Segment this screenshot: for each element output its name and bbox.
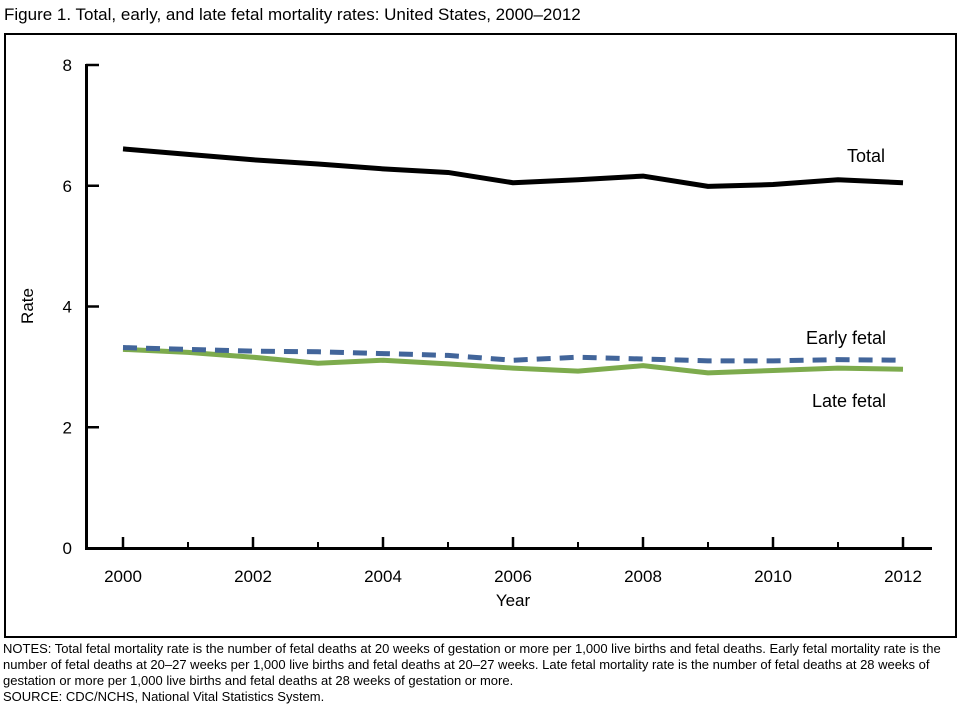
y-tick-label: 6 xyxy=(63,177,72,196)
y-axis-title: Rate xyxy=(18,288,37,324)
x-tick-label: 2002 xyxy=(234,567,272,586)
x-tick-label: 2008 xyxy=(624,567,662,586)
y-tick-label: 4 xyxy=(63,298,72,317)
x-tick-label: 2012 xyxy=(884,567,922,586)
x-axis-title: Year xyxy=(496,591,531,610)
total-series-label: Total xyxy=(847,146,885,166)
figure-notes: NOTES: Total fetal mortality rate is the… xyxy=(3,641,941,689)
x-axis-ticks xyxy=(121,537,905,548)
x-axis-tick-labels: 2000 2002 2004 2006 2008 2010 2012 xyxy=(104,567,922,586)
y-tick-label: 8 xyxy=(63,56,72,75)
y-axis-tick-labels: 0 2 4 6 8 xyxy=(63,56,72,558)
x-tick-label: 2006 xyxy=(494,567,532,586)
chart-border xyxy=(4,33,957,638)
x-tick-label: 2010 xyxy=(754,567,792,586)
late-fetal-line xyxy=(122,346,904,376)
figure-title: Figure 1. Total, early, and late fetal m… xyxy=(4,5,581,24)
y-tick-label: 2 xyxy=(63,418,72,437)
total-line xyxy=(122,146,904,189)
late-fetal-series-label: Late fetal xyxy=(812,391,886,411)
x-tick-label: 2000 xyxy=(104,567,142,586)
figure-source: SOURCE: CDC/NCHS, National Vital Statist… xyxy=(3,689,325,704)
early-fetal-series-label: Early fetal xyxy=(806,328,886,348)
x-tick-label: 2004 xyxy=(364,567,402,586)
y-tick-label: 0 xyxy=(63,539,72,558)
early-fetal-line xyxy=(122,345,904,364)
y-axis-ticks xyxy=(86,63,99,429)
